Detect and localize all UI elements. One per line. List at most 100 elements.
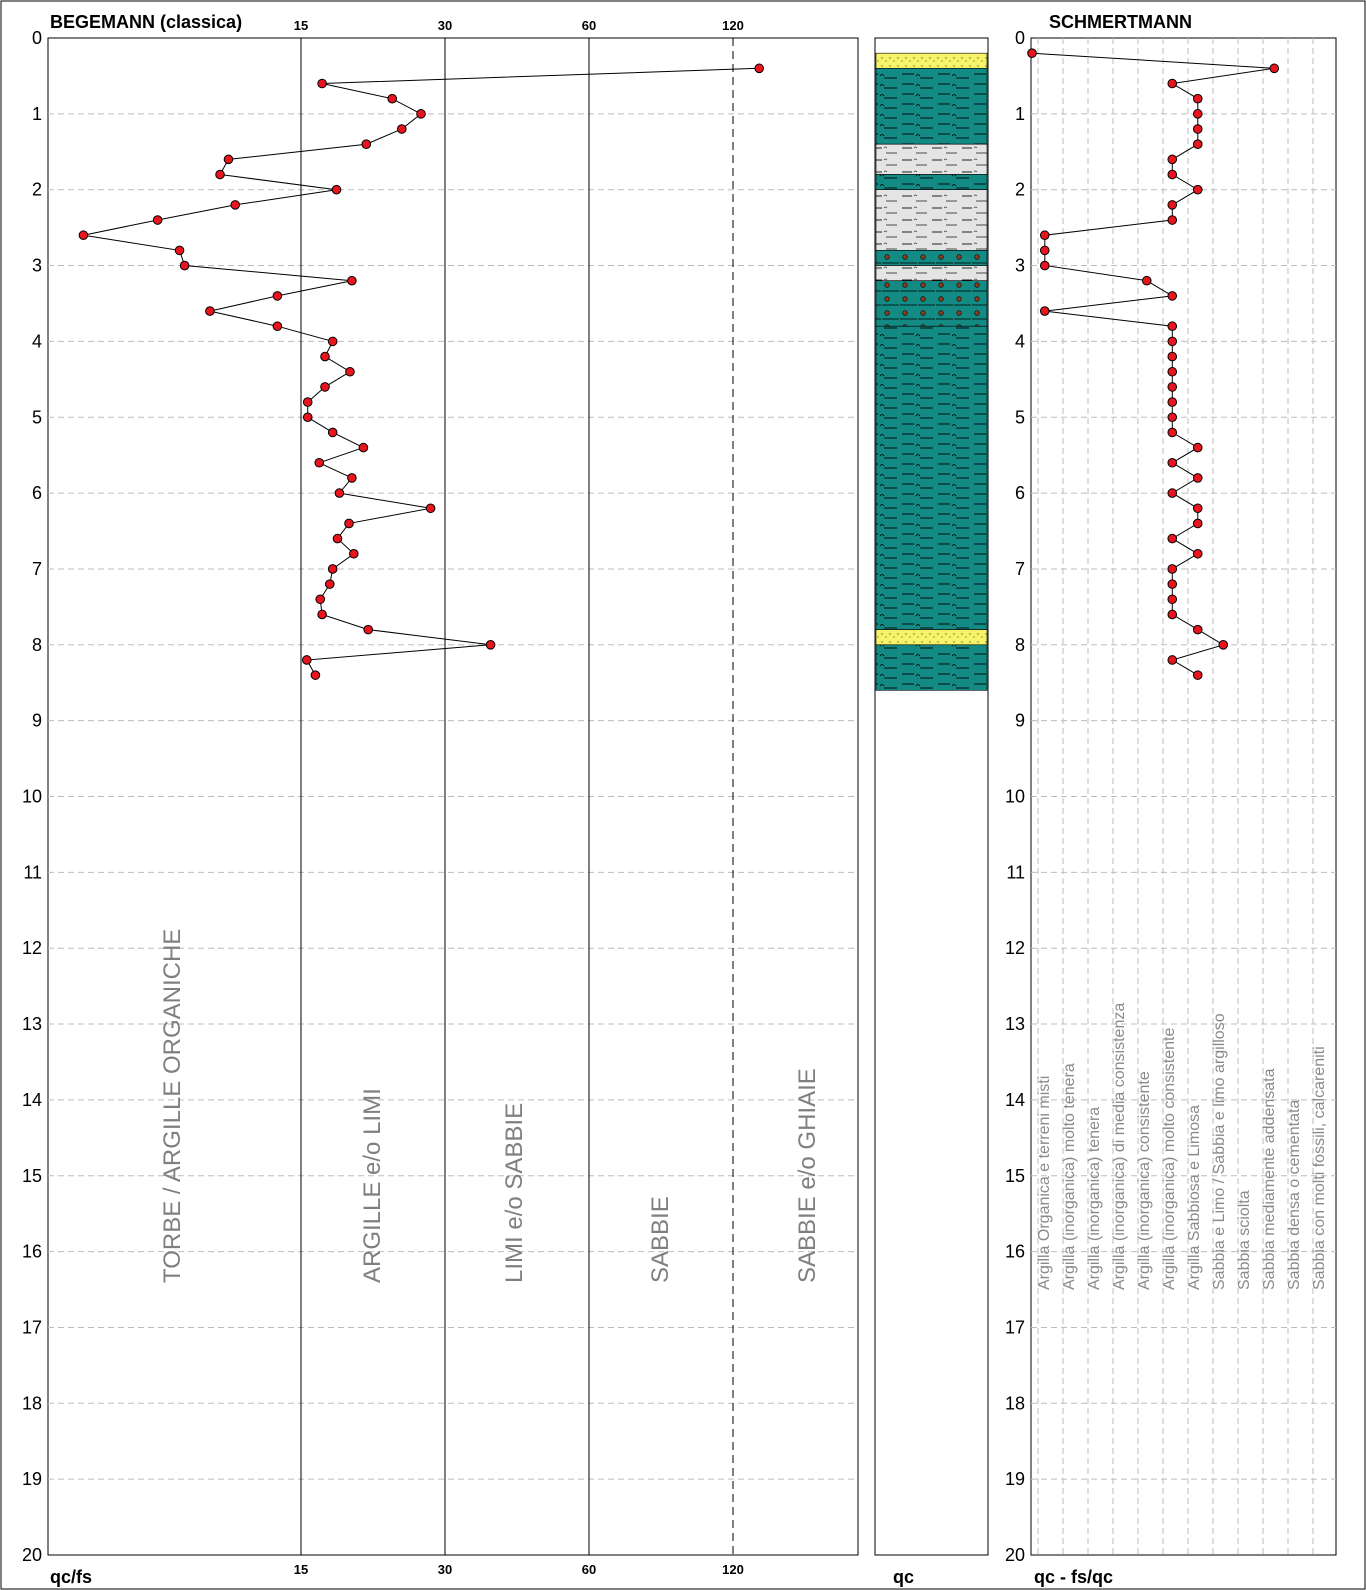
stratigraphy-layer bbox=[875, 325, 988, 630]
schmertmann-y-tick-label: 17 bbox=[1005, 1317, 1025, 1337]
begemann-top-x-tick-label: 15 bbox=[294, 18, 308, 33]
schmertmann-category-label: Argilla (inorganica) molto tenera bbox=[1061, 1063, 1078, 1290]
schmertmann-data-point bbox=[1167, 457, 1178, 468]
schmertmann-data-point bbox=[1141, 275, 1152, 286]
begemann-zone-label: TORBE / ARGILLE ORGANICHE bbox=[159, 929, 186, 1283]
begemann-y-tick-label: 7 bbox=[32, 559, 42, 579]
begemann-data-point bbox=[230, 200, 241, 210]
begemann-data-point bbox=[327, 336, 338, 347]
schmertmann-data-point bbox=[1167, 291, 1178, 301]
schmertmann-y-tick-label: 1 bbox=[1015, 104, 1025, 124]
begemann-bottom-x-tick-label: 60 bbox=[582, 1562, 596, 1577]
schmertmann-data-point bbox=[1039, 245, 1050, 256]
stratigraphy-x-axis-label: qc bbox=[893, 1567, 914, 1587]
begemann-y-tick-label: 2 bbox=[32, 180, 42, 200]
schmertmann-data-point bbox=[1167, 488, 1178, 498]
begemann-bottom-x-tick-label: 120 bbox=[722, 1562, 744, 1577]
begemann-data-point bbox=[387, 93, 398, 104]
schmertmann-data-point bbox=[1167, 533, 1178, 544]
schmertmann-category-label: Sabbia e Limo / Sabbia e limo argilloso bbox=[1211, 1013, 1228, 1290]
schmertmann-data-point bbox=[1167, 154, 1178, 165]
begemann-zone-label: SABBIE e/o GHIAIE bbox=[794, 1068, 821, 1283]
schmertmann-y-tick-label: 7 bbox=[1015, 559, 1025, 579]
begemann-data-point bbox=[302, 397, 313, 407]
begemann-y-tick-label: 4 bbox=[32, 331, 42, 351]
begemann-y-tick-label: 14 bbox=[22, 1090, 42, 1110]
begemann-y-tick-label: 12 bbox=[22, 938, 42, 958]
begemann-data-point bbox=[314, 457, 325, 468]
schmertmann-category-label: Sabbia con molti fossili, calcareniti bbox=[1311, 1046, 1328, 1290]
begemann-data-point bbox=[331, 184, 342, 195]
schmertmann-data-point bbox=[1167, 564, 1178, 574]
schmertmann-data-point bbox=[1167, 655, 1178, 665]
schmertmann-y-tick-label: 15 bbox=[1005, 1166, 1025, 1186]
schmertmann-data-point bbox=[1167, 579, 1178, 589]
schmertmann-data-point bbox=[1192, 139, 1203, 149]
stratigraphy-column bbox=[874, 37, 989, 1556]
schmertmann-data-point bbox=[1192, 442, 1203, 453]
schmertmann-data-point bbox=[1218, 640, 1229, 650]
begemann-data-point bbox=[485, 640, 496, 650]
stratigraphy-layer bbox=[875, 250, 988, 266]
schmertmann-data-point bbox=[1192, 518, 1203, 529]
schmertmann-category-label: Sabbia densa o cementata bbox=[1286, 1100, 1303, 1290]
begemann-data-point bbox=[345, 366, 355, 377]
schmertmann-y-tick-label: 9 bbox=[1015, 711, 1025, 731]
begemann-data-point bbox=[317, 78, 327, 89]
begemann-y-tick-label: 8 bbox=[32, 635, 42, 655]
schmertmann-category-label: Argilla (inorganica) tenera bbox=[1086, 1107, 1103, 1290]
begemann-data-point bbox=[332, 533, 343, 544]
stratigraphy-layers bbox=[875, 52, 988, 691]
begemann-data-point bbox=[320, 351, 330, 362]
begemann-data-point bbox=[320, 382, 330, 392]
begemann-data-point bbox=[327, 564, 338, 574]
begemann-bottom-x-tick-label: 15 bbox=[294, 1562, 308, 1577]
begemann-data-point bbox=[215, 169, 225, 180]
begemann-data-point bbox=[349, 548, 359, 559]
stratigraphy-layer bbox=[875, 143, 988, 175]
begemann-x-axis-label: qc/fs bbox=[50, 1567, 92, 1587]
schmertmann-category-label: Sabbia sciolta bbox=[1236, 1190, 1253, 1290]
schmertmann-y-tick-label: 19 bbox=[1005, 1469, 1025, 1489]
stratigraphy-layer bbox=[875, 174, 988, 190]
begemann-data-point bbox=[78, 230, 89, 241]
begemann-data-point bbox=[344, 518, 354, 529]
begemann-zone-label: LIMI e/o SABBIE bbox=[501, 1103, 528, 1283]
schmertmann-series bbox=[1027, 48, 1280, 680]
begemann-zone-boundaries bbox=[300, 38, 734, 1555]
schmertmann-x-axis-label: qc - fs/qc bbox=[1034, 1567, 1113, 1587]
schmertmann-category-label: Argilla Sabbiosa e Limosa bbox=[1186, 1105, 1203, 1290]
begemann-y-tick-label: 6 bbox=[32, 483, 42, 503]
chart-labels: 0123456789101112131415161718192001234567… bbox=[22, 18, 1328, 1577]
begemann-top-x-tick-label: 120 bbox=[722, 18, 744, 33]
begemann-data-point bbox=[347, 473, 357, 483]
schmertmann-data-point bbox=[1167, 215, 1178, 225]
begemann-y-tick-label: 3 bbox=[32, 256, 42, 276]
begemann-y-tick-label: 20 bbox=[22, 1545, 42, 1565]
begemann-data-point bbox=[272, 291, 283, 301]
schmertmann-category-label: Sabbia mediamente addensata bbox=[1261, 1068, 1278, 1290]
schmertmann-y-tick-label: 14 bbox=[1005, 1090, 1025, 1110]
schmertmann-data-point bbox=[1039, 230, 1050, 241]
begemann-y-tick-label: 1 bbox=[32, 104, 42, 124]
schmertmann-y-tick-label: 5 bbox=[1015, 407, 1025, 427]
begemann-data-point bbox=[315, 594, 326, 605]
begemann-data-point bbox=[358, 442, 369, 453]
schmertmann-data-point bbox=[1192, 473, 1203, 483]
begemann-data-point bbox=[334, 488, 345, 498]
schmertmann-data-point bbox=[1192, 670, 1203, 680]
begemann-y-tick-label: 17 bbox=[22, 1317, 42, 1337]
begemann-data-point bbox=[363, 624, 374, 635]
schmertmann-y-tick-label: 2 bbox=[1015, 180, 1025, 200]
begemann-data-point bbox=[754, 63, 765, 74]
begemann-data-point bbox=[272, 321, 283, 332]
begemann-data-point bbox=[317, 609, 327, 620]
begemann-zone-label: ARGILLE e/o LIMI bbox=[359, 1088, 386, 1283]
schmertmann-data-point bbox=[1167, 594, 1178, 605]
schmertmann-data-point bbox=[1167, 397, 1178, 407]
begemann-title: BEGEMANN (classica) bbox=[50, 12, 242, 32]
stratigraphy-layer bbox=[875, 280, 988, 327]
begemann-data-point bbox=[152, 215, 163, 225]
